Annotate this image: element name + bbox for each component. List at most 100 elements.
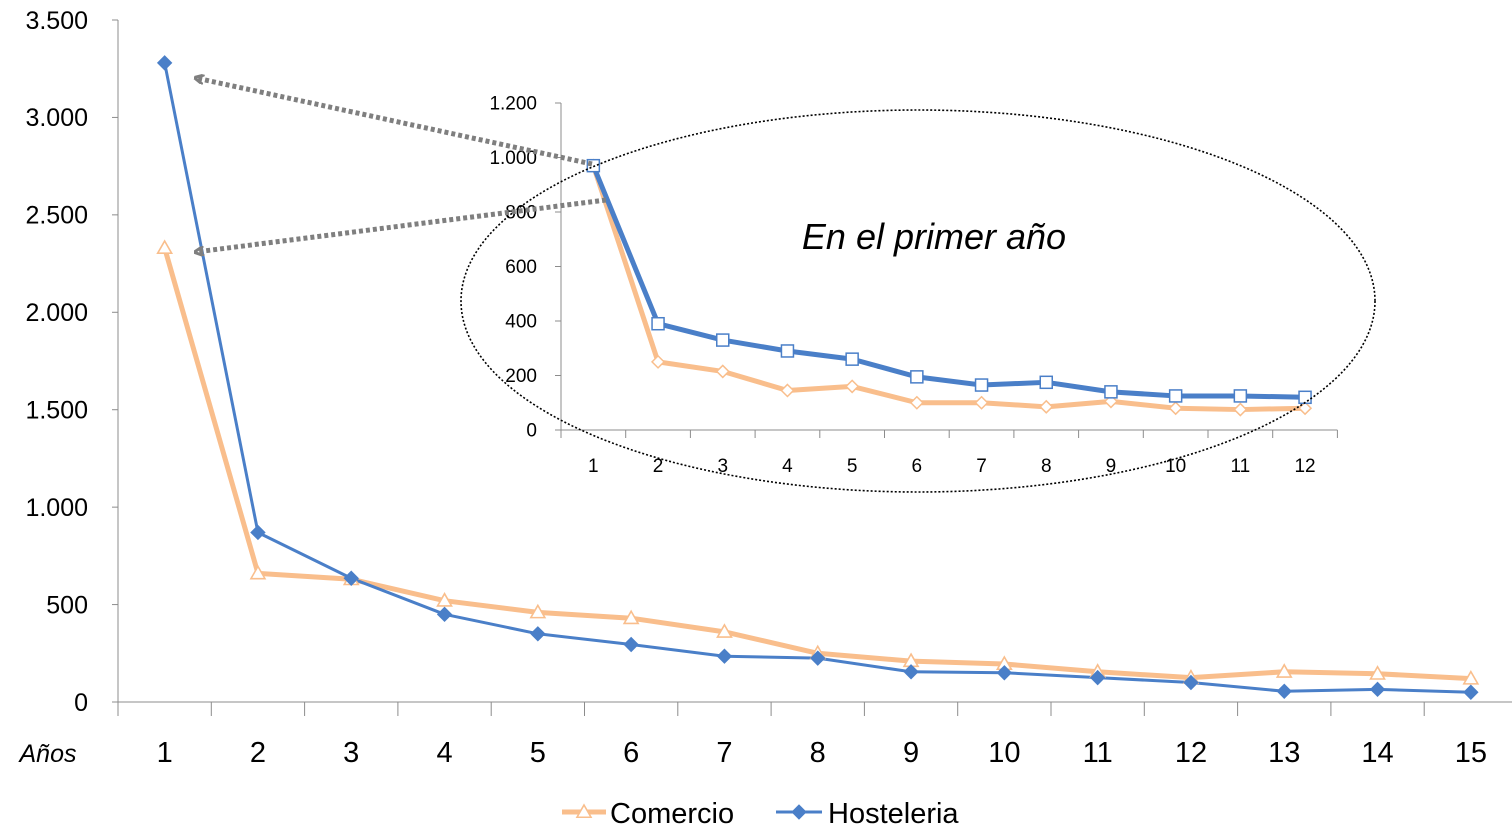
main-y-tick-label: 500 (46, 591, 88, 619)
inset-series-line-hosteleria (591, 164, 1306, 400)
main-x-tick-label: 14 (1361, 737, 1393, 769)
main-point-comercio (1462, 670, 1480, 685)
main-x-tick-label: 8 (810, 737, 826, 769)
main-point-comercio (622, 609, 640, 625)
main-point-comercio (529, 603, 547, 619)
main-point-hosteleria (156, 55, 173, 71)
arrow-comercio (196, 197, 607, 252)
inset-point-hosteleria (651, 316, 665, 331)
main-point-hosteleria (1463, 684, 1479, 700)
main-point-hosteleria (343, 570, 359, 586)
legend-marker-hosteleria (791, 804, 807, 820)
main-point-comercio (1369, 665, 1386, 680)
inset-point-comercio (1233, 402, 1248, 417)
main-y-tick-label: 1.500 (25, 396, 88, 424)
inset-point-hosteleria (845, 352, 859, 366)
main-point-hosteleria (623, 636, 639, 653)
main-point-hosteleria (810, 650, 826, 666)
legend-label-hosteleria: Hosteleria (828, 798, 959, 830)
inset-point-hosteleria (1168, 389, 1183, 403)
main-x-tick-label: 2 (250, 737, 266, 769)
main-y-tick-label: 1.000 (25, 494, 88, 522)
main-x-tick-label: 7 (716, 737, 732, 769)
inset-point-comercio (1168, 401, 1183, 416)
inset-x-tick-label: 7 (976, 456, 987, 477)
inset-x-tick-label: 10 (1165, 456, 1186, 477)
inset-point-comercio (909, 395, 924, 410)
main-point-comercio (249, 564, 267, 580)
main-y-tick-label: 3.500 (25, 7, 88, 35)
inset-y-tick-label: 400 (505, 312, 537, 333)
inset-x-tick-label: 5 (847, 456, 858, 477)
main-x-tick-label: 6 (623, 737, 639, 769)
main-point-comercio (156, 239, 174, 255)
main-x-tick-label: 3 (343, 737, 359, 769)
inset-y-tick-label: 1.000 (489, 148, 537, 169)
inset-point-hosteleria (1298, 390, 1312, 405)
main-x-tick-label: 9 (903, 737, 919, 769)
main-x-tick-label: 12 (1175, 737, 1207, 769)
main-y-tick-label: 2.500 (25, 202, 88, 230)
inset-point-comercio (974, 395, 989, 410)
legend-label-comercio: Comercio (610, 798, 734, 830)
inset-point-hosteleria (1104, 385, 1118, 399)
inset-x-tick-label: 6 (912, 456, 923, 477)
main-point-comercio (716, 623, 733, 638)
main-point-comercio (436, 592, 453, 607)
inset-y-tick-label: 0 (526, 421, 537, 442)
main-x-tick-label: 13 (1268, 737, 1300, 769)
inset-y-tick-label: 1.200 (489, 94, 537, 115)
main-x-tick-label: 5 (530, 737, 546, 769)
inset-point-hosteleria (974, 378, 989, 392)
inset-x-tick-label: 12 (1294, 456, 1315, 477)
inset-point-comercio (650, 354, 666, 369)
inset-y-tick-label: 200 (505, 366, 537, 387)
legend-marker-comercio (575, 803, 593, 819)
inset-point-comercio (845, 379, 860, 394)
inset-x-tick-label: 1 (588, 456, 599, 477)
inset-point-hosteleria (780, 344, 795, 358)
inset-point-hosteleria (716, 333, 730, 347)
inset-x-tick-label: 9 (1106, 456, 1117, 477)
inset-x-tick-label: 11 (1230, 456, 1250, 477)
main-point-hosteleria (530, 626, 546, 642)
main-point-hosteleria (250, 524, 266, 541)
inset-x-tick-label: 3 (717, 456, 728, 477)
main-x-tick-label: 10 (988, 737, 1020, 769)
main-x-tick-label: 4 (436, 737, 452, 769)
inset-point-hosteleria (910, 370, 924, 384)
inset-y-tick-label: 600 (505, 257, 537, 278)
inset-x-tick-label: 8 (1041, 456, 1052, 477)
legend: Comercio Hosteleria (562, 798, 959, 830)
main-series-line-hosteleria (163, 62, 1471, 694)
main-point-hosteleria (436, 606, 453, 623)
main-point-hosteleria (1089, 669, 1106, 686)
main-y-tick-label: 2.000 (25, 299, 88, 327)
main-point-hosteleria (1369, 681, 1386, 698)
main-series-line-comercio (162, 247, 1471, 682)
main-x-tick-label: 1 (157, 737, 173, 769)
inset-point-hosteleria (1039, 375, 1053, 390)
inset-point-comercio (715, 364, 730, 379)
annotations: En el primer año (196, 78, 1066, 257)
inset-point-comercio (780, 383, 795, 398)
annotation-label: En el primer año (802, 216, 1066, 257)
inset-point-hosteleria (1233, 389, 1248, 403)
arrow-hosteleria (196, 78, 593, 167)
inset-x-tick-label: 4 (782, 456, 793, 477)
main-point-hosteleria (903, 664, 919, 680)
main-point-hosteleria (1276, 683, 1292, 699)
main-x-tick-label: 15 (1455, 737, 1487, 769)
main-y-tick-label: 3.000 (25, 104, 88, 132)
main-point-hosteleria (996, 665, 1013, 681)
inset-series-line-comercio (590, 164, 1306, 413)
inset-point-comercio (1039, 399, 1054, 414)
main-point-comercio (1275, 663, 1293, 678)
inset-x-tick-label: 2 (653, 456, 664, 477)
inset-highlight-ellipse (460, 109, 1376, 493)
main-point-hosteleria (716, 648, 733, 664)
